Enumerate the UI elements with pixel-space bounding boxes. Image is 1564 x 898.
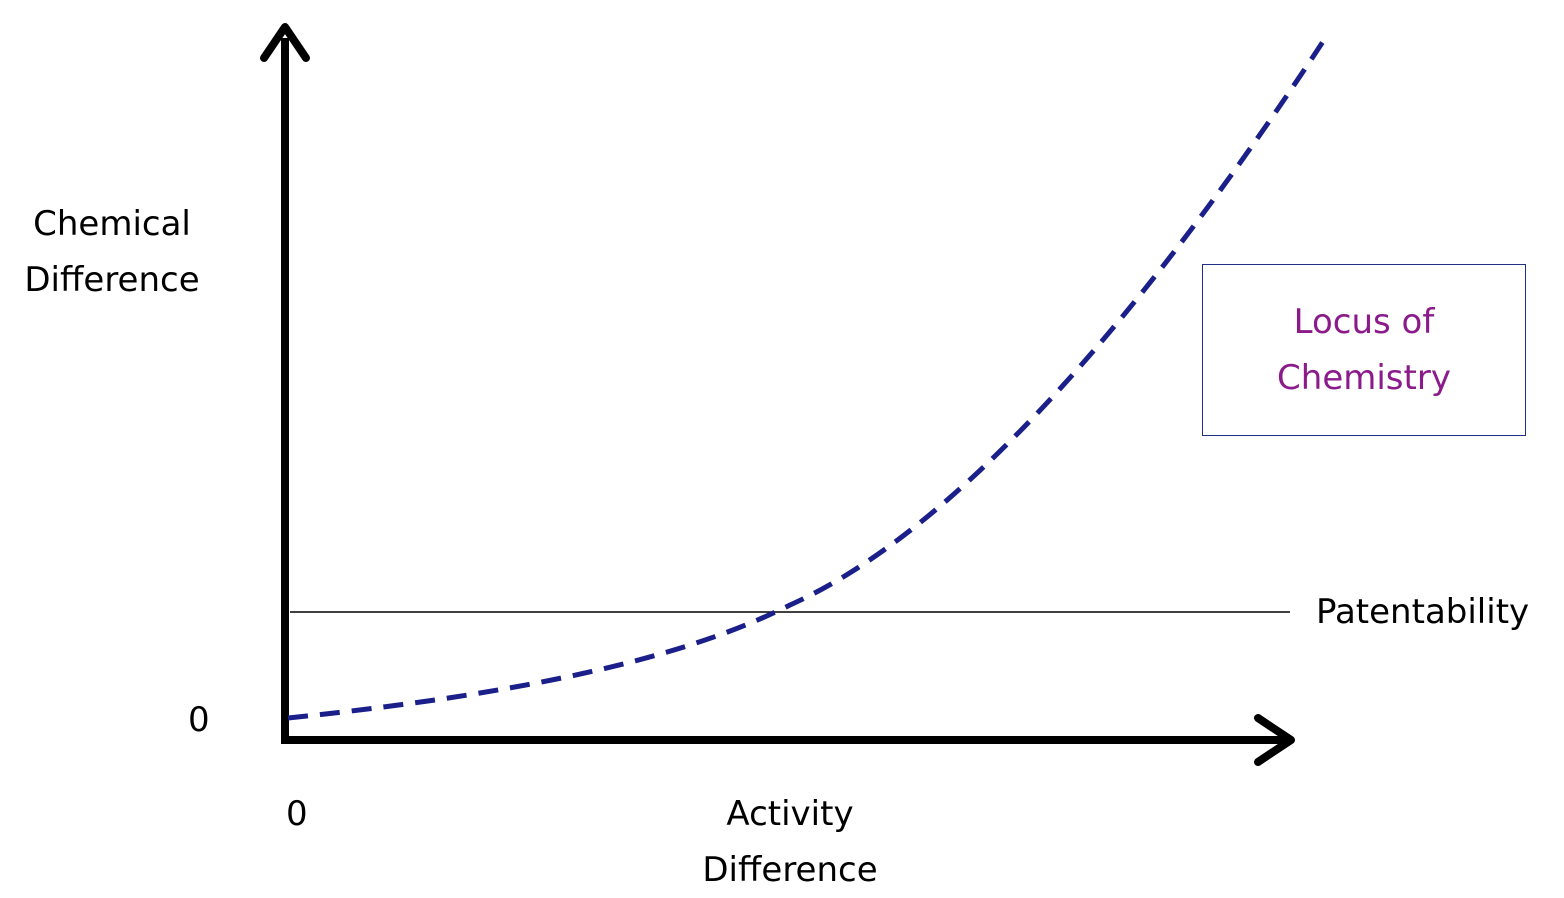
x-origin-label: 0	[286, 794, 308, 834]
y-axis-label-line2: Difference	[24, 260, 200, 301]
locus-callout-text: Locus of Chemistry	[1277, 294, 1451, 406]
x-axis-label-line2: Difference	[702, 850, 878, 891]
y-axis-label-line1: Chemical	[33, 204, 191, 244]
chemistry-curve	[287, 32, 1331, 721]
y-axis-arrowhead	[260, 23, 310, 62]
x-axis-label-line1: Activity	[726, 794, 854, 834]
x-axis-arrowhead	[1254, 714, 1295, 766]
y-axis-label: Chemical Difference	[0, 196, 224, 308]
locus-callout-line2: Chemistry	[1277, 358, 1451, 398]
x-axis-label: Activity Difference	[640, 786, 940, 898]
locus-callout-line1: Locus of	[1293, 301, 1435, 342]
patentability-label: Patentability	[1316, 592, 1530, 632]
locus-callout-box: Locus of Chemistry	[1202, 264, 1526, 436]
y-origin-label: 0	[188, 700, 210, 740]
